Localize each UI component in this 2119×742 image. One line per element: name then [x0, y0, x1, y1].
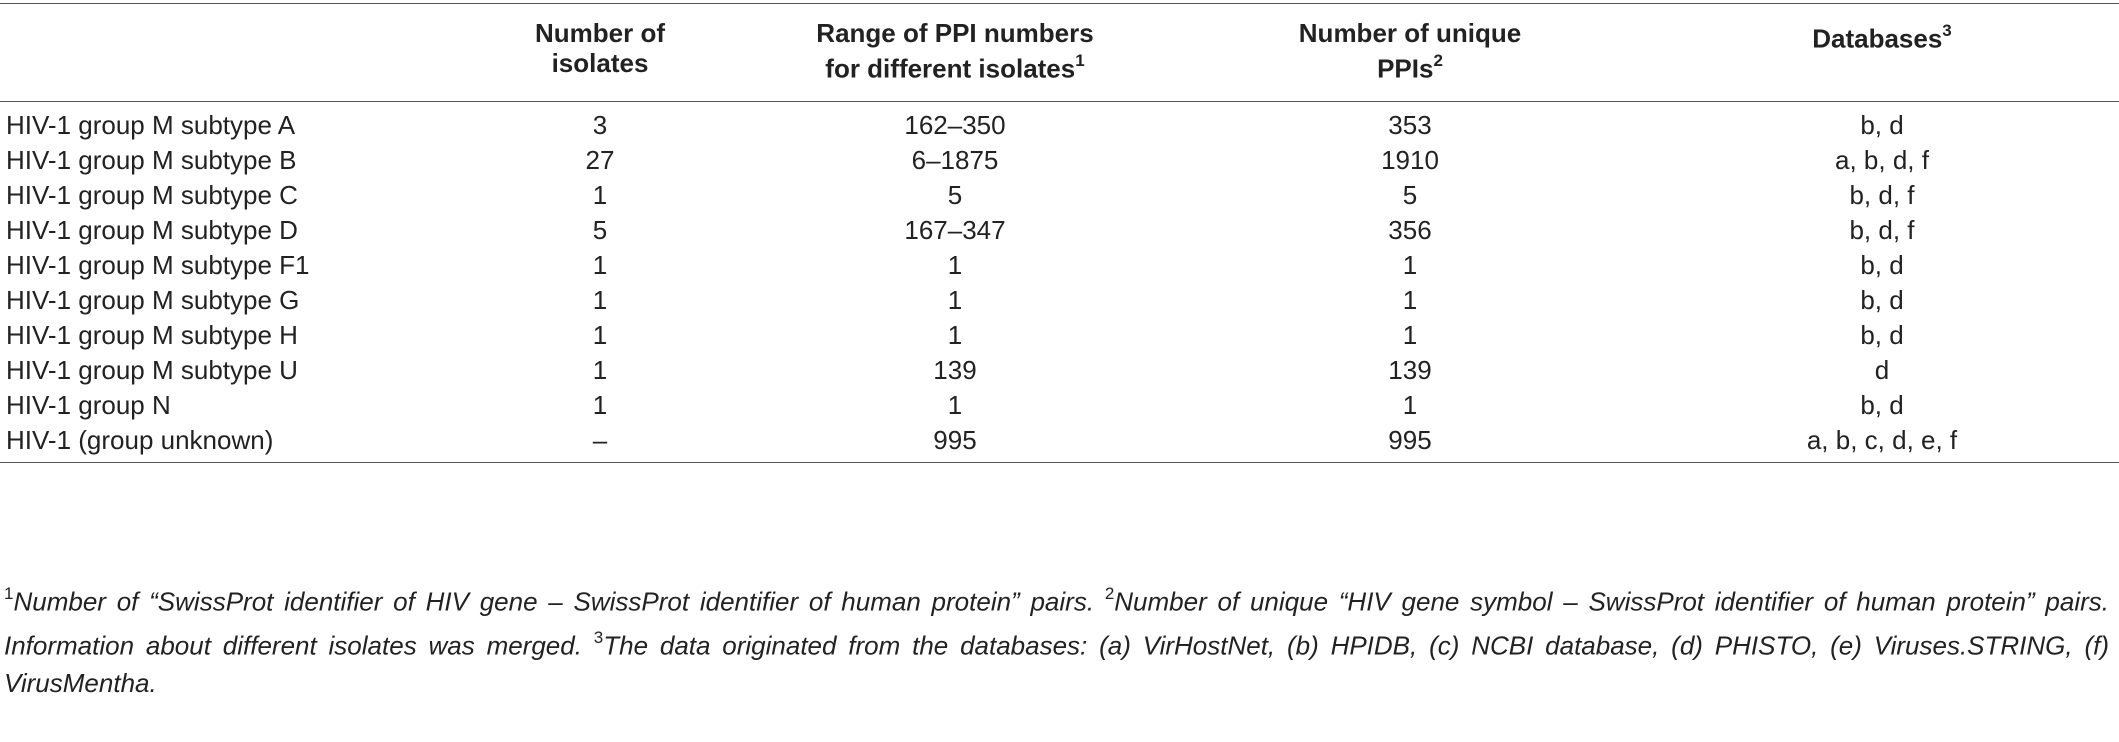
unique-ppis-cell: 1 — [1402, 320, 1418, 350]
ppi-range-cell: 1 — [947, 285, 963, 315]
unique-ppis-cell: 139 — [1388, 355, 1432, 385]
unique-ppis-cell: 1 — [1402, 285, 1418, 315]
isolates-cell: 5 — [592, 215, 608, 245]
table-row: HIV-1 group N 1 1 1 b, d — [0, 388, 2119, 423]
unique-ppis-cell: 353 — [1388, 110, 1432, 140]
header-row-label — [0, 3, 465, 102]
databases-cell: b, d, f — [1849, 215, 1915, 245]
table-row: HIV-1 group M subtype U 1 139 139 d — [0, 353, 2119, 388]
table-row: HIV-1 group M subtype D 5 167–347 356 b, d, … — [0, 213, 2119, 248]
ppi-range-cell: 1 — [947, 250, 963, 280]
unique-ppis-cell: 995 — [1175, 423, 1645, 463]
row-label: HIV-1 group M subtype B — [6, 145, 297, 175]
table-row: HIV-1 group M subtype G 1 1 1 b, d — [0, 283, 2119, 318]
footnote-marker: 2 — [1433, 51, 1443, 70]
isolates-cell: 1 — [592, 250, 608, 280]
row-label: HIV-1 group M subtype H — [6, 320, 298, 350]
footnote-marker: 2 — [1104, 584, 1115, 603]
ppi-range-cell: 1 — [947, 390, 963, 420]
databases-cell: a, b, d, f — [1835, 145, 1929, 175]
ppi-range-cell: 6–1875 — [911, 145, 999, 175]
isolates-cell: 1 — [592, 355, 608, 385]
row-label: HIV-1 group M subtype D — [6, 215, 298, 245]
table-header: Number of isolates Range of PPI numbers for… — [0, 3, 2119, 102]
footnote-marker: 1 — [4, 584, 14, 603]
header-row: Number of isolates Range of PPI numbers for… — [0, 3, 2119, 102]
row-label: HIV-1 group M subtype G — [6, 285, 300, 315]
table-row: HIV-1 group M subtype A 3 162–350 353 b, d — [0, 102, 2119, 144]
isolates-cell: – — [465, 423, 735, 463]
header-line: PPIs2 — [1377, 51, 1443, 84]
footnote-text: The data originated from the databases: … — [4, 630, 2109, 699]
isolates-cell: 1 — [592, 285, 608, 315]
table-footnotes: 1Number of “SwissProt identifier of HIV … — [4, 577, 2109, 702]
row-label: HIV-1 group N — [6, 390, 171, 420]
ppi-range-cell: 139 — [933, 355, 977, 385]
databases-cell: d — [1874, 355, 1890, 385]
isolates-cell: 1 — [592, 320, 608, 350]
isolates-cell: 3 — [592, 110, 608, 140]
databases-cell: b, d — [1860, 250, 1904, 280]
footnote-marker: 3 — [593, 627, 604, 647]
row-label: HIV-1 group M subtype C — [6, 180, 298, 210]
databases-cell: b, d — [1860, 320, 1904, 350]
table-row: HIV-1 group M subtype C 1 5 5 b, d, f — [0, 178, 2119, 213]
unique-ppis-cell: 1 — [1402, 390, 1418, 420]
isolates-cell: 1 — [592, 180, 608, 210]
table-body: HIV-1 group M subtype A 3 162–350 353 b, d HI… — [0, 102, 2119, 463]
header-line: isolates — [551, 48, 649, 78]
ppi-range-cell: 995 — [735, 423, 1175, 463]
databases-cell: a, b, c, d, e, f — [1645, 423, 2119, 463]
footnote-marker: 3 — [1942, 21, 1952, 40]
row-label: HIV-1 (group unknown) — [0, 423, 465, 463]
footnote-marker: 1 — [1075, 51, 1085, 70]
databases-cell: b, d — [1860, 285, 1904, 315]
header-databases: Databases3 — [1645, 3, 2119, 102]
footnote-text: Number of unique “HIV gene symbol – Swis… — [4, 586, 2109, 661]
footnote-text: Number of “SwissProt identifier of HIV g… — [13, 586, 1105, 617]
unique-ppis-cell: 5 — [1402, 180, 1418, 210]
header-line: Databases3 — [1812, 21, 1952, 54]
table-row: HIV-1 group M subtype B 27 6–1875 1910 a, b,… — [0, 143, 2119, 178]
header-line: Number of unique — [1298, 18, 1522, 48]
row-label: HIV-1 group M subtype F1 — [6, 250, 310, 280]
isolates-cell: 1 — [592, 390, 608, 420]
isolates-cell: 27 — [585, 145, 615, 175]
ppi-range-cell: 167–347 — [904, 215, 1006, 245]
header-ppi-range: Range of PPI numbers for different isolat… — [735, 3, 1175, 102]
table-row: HIV-1 group M subtype H 1 1 1 b, d — [0, 318, 2119, 353]
header-line: Range of PPI numbers — [816, 18, 1094, 48]
databases-cell: b, d — [1860, 110, 1904, 140]
header-number-of-isolates: Number of isolates — [465, 3, 735, 102]
table-row: HIV-1 (group unknown) –995 995 a, b, c, d, … — [0, 423, 2119, 463]
ppi-range-cell: 1 — [947, 320, 963, 350]
unique-ppis-cell: 356 — [1388, 215, 1432, 245]
table-row: HIV-1 group M subtype F1 1 1 1 b, d — [0, 248, 2119, 283]
data-table: Number of isolates Range of PPI numbers for… — [0, 3, 2119, 463]
databases-cell: b, d — [1860, 390, 1904, 420]
header-unique-ppis: Number of unique PPIs2 — [1175, 3, 1645, 102]
header-line: for different isolates1 — [825, 51, 1085, 84]
databases-cell: b, d, f — [1849, 180, 1915, 210]
unique-ppis-cell: 1910 — [1381, 145, 1439, 175]
header-line: Number of — [535, 18, 665, 48]
row-label: HIV-1 group M subtype A — [6, 110, 296, 140]
ppi-range-cell: 5 — [947, 180, 963, 210]
ppi-range-cell: 162–350 — [904, 110, 1006, 140]
row-label: HIV-1 group M subtype U — [6, 355, 298, 385]
unique-ppis-cell: 1 — [1402, 250, 1418, 280]
